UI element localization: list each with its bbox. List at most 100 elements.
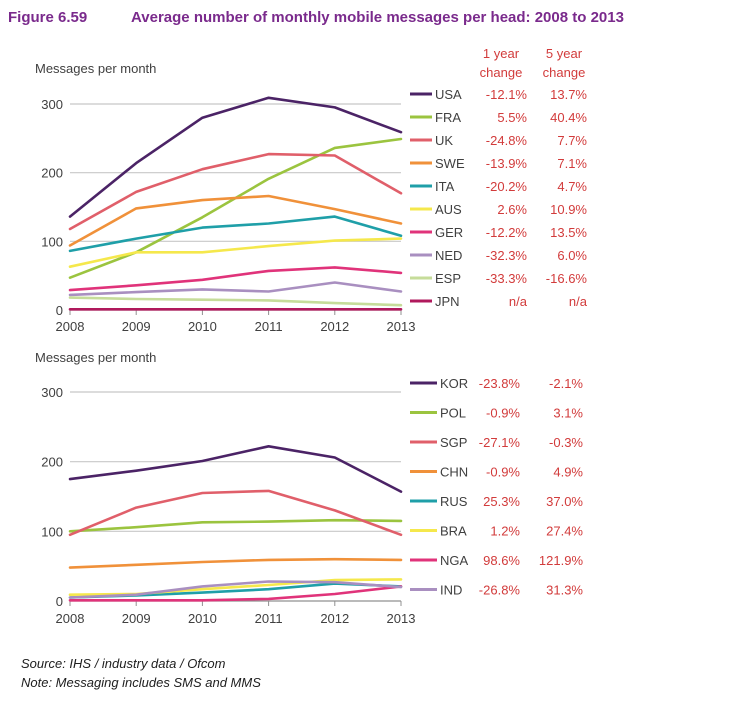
legend-1y-change-bra: 1.2% xyxy=(490,524,520,539)
messaging-note: Note: Messaging includes SMS and MMS xyxy=(21,675,261,690)
y-tick-label: 0 xyxy=(56,303,63,318)
legend-1y-change-ger: -12.2% xyxy=(486,225,528,240)
legend-1y-change-nga: 98.6% xyxy=(483,553,520,568)
top-chart-panel: Messages per month 0 100 200 300 2008 2009 2010… xyxy=(35,61,588,334)
legend-5y-change-sgp: -0.3% xyxy=(549,435,583,450)
x-tick-label: 2011 xyxy=(255,611,283,626)
legend-5y-change-ita: 4.7% xyxy=(557,179,587,194)
legend-label-rus: RUS xyxy=(440,494,468,509)
series-line-ita xyxy=(68,215,403,253)
legend-5y-change-esp: -16.6% xyxy=(546,271,588,286)
legend-label-ita: ITA xyxy=(435,179,455,194)
figure-title: Average number of monthly mobile message… xyxy=(131,9,624,26)
y-tick-label: 300 xyxy=(41,385,63,400)
legend-label-nga: NGA xyxy=(440,553,469,568)
five-year-change-header-line1: 5 year xyxy=(546,46,583,61)
legend-label-esp: ESP xyxy=(435,271,461,286)
series-line-ned xyxy=(68,281,403,297)
legend-5y-change-chn: 4.9% xyxy=(553,465,583,480)
legend-5y-change-uk: 7.7% xyxy=(557,133,587,148)
x-tick-label: 2010 xyxy=(188,319,217,334)
series-line-ind xyxy=(68,580,403,599)
y-tick-label: 200 xyxy=(41,166,63,181)
legend-label-pol: POL xyxy=(440,406,466,421)
y-tick-label: 200 xyxy=(41,455,63,470)
series-line-pol xyxy=(68,518,403,533)
legend-5y-change-ind: 31.3% xyxy=(546,583,583,598)
y-axis-label: Messages per month xyxy=(35,61,156,76)
x-tick-label: 2012 xyxy=(320,611,349,626)
legend-5y-change-bra: 27.4% xyxy=(546,524,583,539)
legend-1y-change-ned: -32.3% xyxy=(486,248,528,263)
legend-label-kor: KOR xyxy=(440,376,468,391)
legend-1y-change-chn: -0.9% xyxy=(486,465,520,480)
legend-label-ned: NED xyxy=(435,248,462,263)
bottom-chart-panel: Messages per month 0 100 200 300 2008 2009 2010… xyxy=(35,350,583,626)
series-line-ger xyxy=(68,266,403,292)
legend-5y-change-ned: 6.0% xyxy=(557,248,587,263)
series-line-sgp xyxy=(68,489,403,537)
series-line-nga xyxy=(68,585,403,602)
x-tick-label: 2013 xyxy=(387,319,416,334)
series-line-kor xyxy=(68,444,403,493)
x-tick-label: 2013 xyxy=(387,611,416,626)
legend-label-usa: USA xyxy=(435,87,462,102)
legend-5y-change-pol: 3.1% xyxy=(553,406,583,421)
legend-1y-change-jpn: n/a xyxy=(509,294,528,309)
series-line-usa xyxy=(68,96,403,218)
x-tick-label: 2010 xyxy=(188,611,217,626)
source-note: Source: IHS / industry data / Ofcom xyxy=(21,656,226,671)
legend-1y-change-pol: -0.9% xyxy=(486,406,520,421)
legend-5y-change-aus: 10.9% xyxy=(550,202,587,217)
legend-label-ind: IND xyxy=(440,583,462,598)
x-tick-label: 2012 xyxy=(320,319,349,334)
x-tick-label: 2009 xyxy=(122,319,151,334)
one-year-change-header-line1: 1 year xyxy=(483,46,520,61)
y-tick-label: 100 xyxy=(41,234,63,249)
series-line-swe xyxy=(68,194,403,247)
legend-5y-change-jpn: n/a xyxy=(569,294,588,309)
figure-number: Figure 6.59 xyxy=(8,9,87,26)
legend-1y-change-sgp: -27.1% xyxy=(479,435,521,450)
legend-1y-change-fra: 5.5% xyxy=(497,110,527,125)
legend-label-fra: FRA xyxy=(435,110,461,125)
legend-1y-change-uk: -24.8% xyxy=(486,133,528,148)
legend-label-sgp: SGP xyxy=(440,435,467,450)
legend-5y-change-swe: 7.1% xyxy=(557,156,587,171)
legend-label-jpn: JPN xyxy=(435,294,460,309)
legend-label-aus: AUS xyxy=(435,202,462,217)
legend-label-ger: GER xyxy=(435,225,463,240)
legend-5y-change-usa: 13.7% xyxy=(550,87,587,102)
series-line-uk xyxy=(68,152,403,231)
legend-5y-change-fra: 40.4% xyxy=(550,110,587,125)
legend-5y-change-ger: 13.5% xyxy=(550,225,587,240)
legend-label-chn: CHN xyxy=(440,465,468,480)
legend-1y-change-ind: -26.8% xyxy=(479,583,521,598)
series-line-aus xyxy=(68,237,403,269)
y-tick-label: 300 xyxy=(41,97,63,112)
legend-1y-change-kor: -23.8% xyxy=(479,376,521,391)
legend-1y-change-swe: -13.9% xyxy=(486,156,528,171)
x-tick-label: 2011 xyxy=(255,319,283,334)
legend-5y-change-kor: -2.1% xyxy=(549,376,583,391)
five-year-change-header-line2: change xyxy=(543,65,586,80)
legend-1y-change-ita: -20.2% xyxy=(486,179,528,194)
series-line-chn xyxy=(68,557,403,569)
series-line-esp xyxy=(68,296,403,307)
legend-label-swe: SWE xyxy=(435,156,465,171)
x-tick-label: 2008 xyxy=(56,611,85,626)
legend-1y-change-aus: 2.6% xyxy=(497,202,527,217)
legend-1y-change-esp: -33.3% xyxy=(486,271,528,286)
legend-1y-change-rus: 25.3% xyxy=(483,494,520,509)
y-tick-label: 0 xyxy=(56,594,63,609)
legend-5y-change-nga: 121.9% xyxy=(539,553,584,568)
legend-label-bra: BRA xyxy=(440,524,467,539)
x-tick-label: 2008 xyxy=(56,319,85,334)
one-year-change-header-line2: change xyxy=(480,65,523,80)
y-tick-label: 100 xyxy=(41,524,63,539)
legend-5y-change-rus: 37.0% xyxy=(546,494,583,509)
x-tick-label: 2009 xyxy=(122,611,151,626)
legend-label-uk: UK xyxy=(435,133,453,148)
y-axis-label: Messages per month xyxy=(35,350,156,365)
